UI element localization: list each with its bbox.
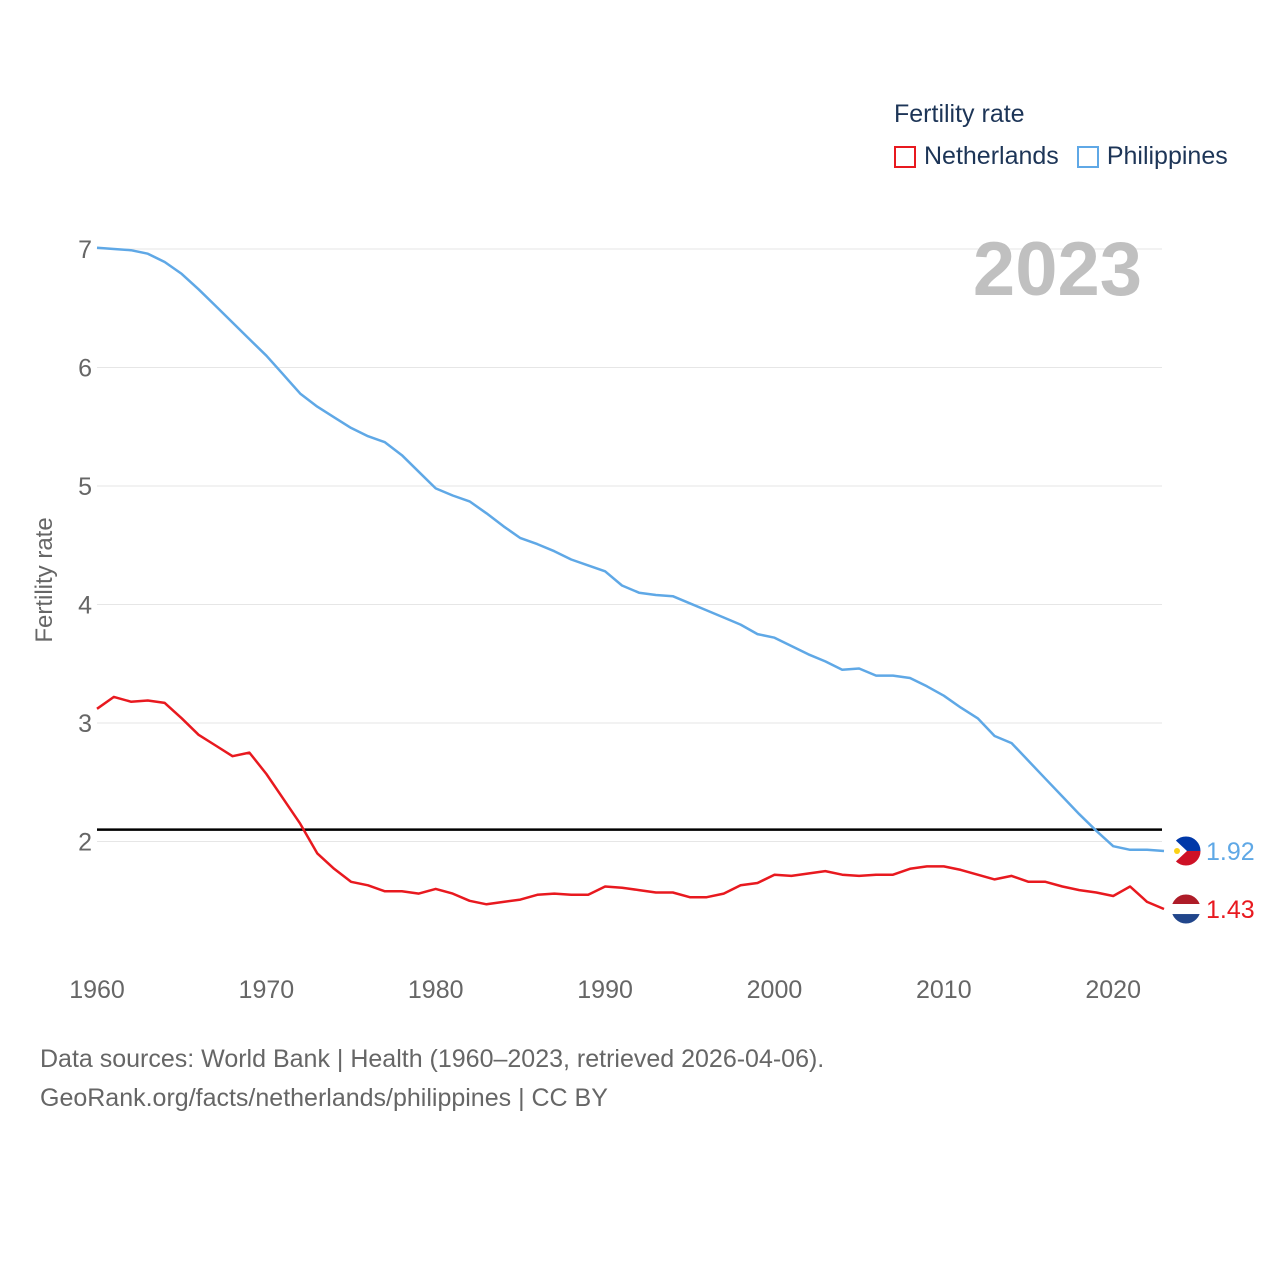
legend-item-philippines[interactable]: Philippines xyxy=(1076,142,1228,171)
legend-swatch-netherlands xyxy=(894,145,916,168)
x-tick-label: 1980 xyxy=(408,976,464,1004)
legend-label-philippines: Philippines xyxy=(1106,142,1228,170)
y-tick-label: 6 xyxy=(78,355,92,383)
flag-band-white xyxy=(1171,904,1201,915)
flag-band-red xyxy=(1171,894,1201,905)
legend-item-netherlands[interactable]: Netherlands xyxy=(894,142,1059,171)
end-marker-layer: 1.43 1.92 xyxy=(1170,835,1255,925)
y-tick-label: 4 xyxy=(78,592,92,620)
y-tick-label: 2 xyxy=(78,829,92,857)
legend-label-netherlands: Netherlands xyxy=(924,142,1059,170)
y-axis-label: Fertility rate xyxy=(31,517,58,642)
x-tick-label: 1990 xyxy=(577,976,633,1004)
series-layer xyxy=(96,246,1165,911)
flag-philippines-icon xyxy=(1171,835,1201,866)
y-tick-label: 3 xyxy=(78,710,92,738)
year-label: 2023 xyxy=(972,227,1142,312)
legend: Netherlands Philippines xyxy=(894,142,1246,171)
flag-ring-netherlands xyxy=(1170,893,1202,925)
flag-sun xyxy=(1174,847,1180,854)
axis-layer: 2 3 4 5 6 7 1960 1970 1980 1990 2000 2010 2020 xyxy=(69,236,1141,1004)
flag-ring-philippines xyxy=(1170,835,1202,867)
flag-netherlands-icon xyxy=(1171,894,1201,925)
footer-link[interactable]: GeoRank.org/facts/netherlands/philippine… xyxy=(40,1084,608,1112)
legend-swatch-philippines xyxy=(1076,145,1099,168)
legend-title: Fertility rate xyxy=(894,100,1025,128)
x-tick-label: 2020 xyxy=(1085,976,1141,1004)
footer-sources: Data sources: World Bank | Health (1960–… xyxy=(40,1045,825,1073)
x-tick-label: 2010 xyxy=(916,976,972,1004)
end-label-philippines: 1.92 xyxy=(1206,838,1255,866)
flag-band-blue xyxy=(1171,914,1201,925)
end-label-netherlands: 1.43 xyxy=(1206,896,1255,924)
grid-layer xyxy=(97,248,1162,842)
y-tick-label: 7 xyxy=(78,236,92,264)
x-tick-label: 1970 xyxy=(239,976,295,1004)
x-tick-label: 1960 xyxy=(69,976,125,1004)
series-line-netherlands xyxy=(96,695,1165,911)
series-line-philippines xyxy=(96,246,1165,853)
x-tick-label: 2000 xyxy=(747,976,803,1004)
y-tick-label: 5 xyxy=(78,473,92,501)
